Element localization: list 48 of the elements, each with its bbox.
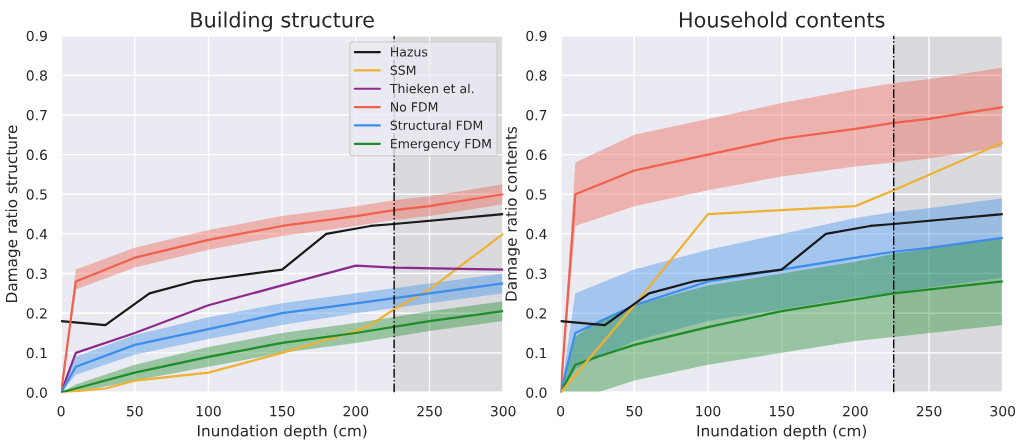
- y-axis-title: Damage ratio contents: [505, 126, 520, 301]
- y-tick-label: 0.6: [26, 149, 48, 161]
- x-axis-title: Inundation depth (cm): [197, 424, 367, 440]
- legend-label: No FDM: [391, 102, 438, 112]
- y-tick-label: 0.2: [26, 308, 47, 319]
- legend-label: Thieken et al.: [389, 83, 474, 94]
- y-tick-label: 0.5: [26, 189, 47, 200]
- x-tick-label: 200: [843, 405, 868, 417]
- x-tick-label: 0: [557, 405, 565, 417]
- y-tick-label: 0.7: [26, 109, 47, 121]
- line-series: [61, 212, 504, 327]
- x-tick-label: 100: [696, 405, 721, 417]
- y-axis-title: Damage ratio structure: [5, 125, 21, 302]
- y-tick-label: 0.9: [26, 30, 47, 42]
- x-tick-label: 150: [769, 405, 795, 417]
- y-tick-label: 0.9: [526, 30, 547, 42]
- chart-title: Building structure: [191, 11, 374, 32]
- x-tick-label: 250: [916, 405, 942, 417]
- x-tick-label: 50: [626, 405, 643, 417]
- y-tick-label: 0.1: [526, 347, 547, 359]
- y-tick-label: 0.0: [26, 387, 47, 398]
- y-tick-label: 0.4: [26, 228, 48, 240]
- legend-label: SSM: [390, 65, 416, 75]
- x-tick-label: 150: [270, 405, 295, 417]
- x-tick-label: 300: [490, 405, 516, 417]
- legend-label: Emergency FDM: [391, 139, 491, 151]
- y-tick-label: 0.8: [526, 70, 547, 81]
- legend-label: Hazus: [391, 47, 428, 57]
- y-tick-label: 0.4: [526, 228, 547, 240]
- x-tick-label: 0: [57, 405, 65, 417]
- y-tick-label: 0.1: [26, 347, 47, 359]
- y-tick-label: 0.2: [526, 308, 547, 319]
- chart-title: Household contents: [679, 11, 885, 28]
- y-tick-label: 0.8: [26, 70, 47, 81]
- y-tick-label: 0.3: [526, 268, 547, 280]
- y-tick-label: 0.3: [26, 268, 47, 280]
- x-axis-title: Inundation depth (cm): [697, 424, 866, 440]
- x-tick-label: 200: [343, 405, 369, 417]
- x-tick-label: 250: [417, 405, 442, 417]
- legend-label: Structural FDM: [390, 120, 483, 130]
- y-tick-label: 0.6: [526, 149, 547, 161]
- y-tick-label: 0.7: [526, 109, 547, 121]
- x-tick-label: 100: [196, 405, 221, 417]
- y-tick-label: 0.5: [526, 189, 547, 200]
- x-tick-label: 300: [990, 405, 1016, 417]
- y-tick-label: 0.0: [526, 387, 547, 398]
- x-tick-label: 50: [127, 405, 143, 417]
- line-series: [560, 212, 1003, 327]
